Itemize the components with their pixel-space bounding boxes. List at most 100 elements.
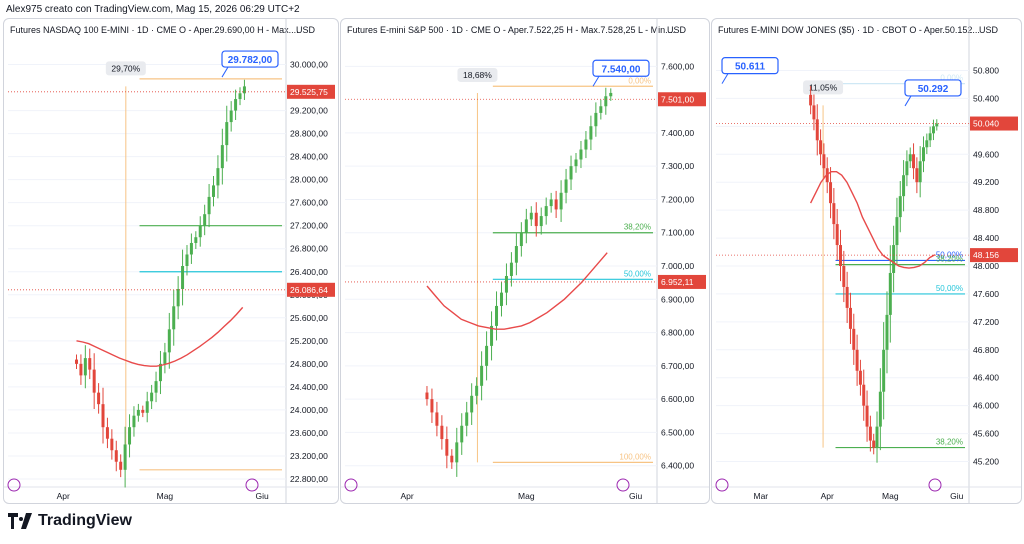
x-tick-label: Apr — [400, 491, 413, 501]
fib-level-label: 38,20% — [624, 223, 651, 232]
candle-body — [145, 401, 149, 413]
candle-body — [495, 305, 499, 326]
y-tick-label: 46.400 — [973, 373, 999, 383]
sp500-chart-panel[interactable]: Futures E-mini S&P 500 · 1D · CME O - Ap… — [340, 18, 710, 504]
candle-body — [141, 409, 145, 413]
candle-body — [132, 415, 136, 428]
candle-body — [848, 307, 852, 329]
candle-body — [75, 359, 78, 364]
y-tick-label: 6.900,00 — [661, 294, 694, 304]
y-tick-label: 48.400 — [973, 233, 999, 243]
replay-icon — [715, 478, 729, 492]
price-tag-box — [658, 92, 706, 107]
currency-label: USD — [979, 25, 999, 35]
candle-body — [915, 168, 919, 183]
candle-body — [455, 442, 459, 463]
y-tick-label: 49.600 — [973, 149, 999, 159]
price-callout-label: 29.782,00 — [228, 55, 273, 66]
candle-body — [114, 450, 118, 462]
candle-body — [119, 461, 123, 470]
candle-body — [445, 439, 449, 456]
y-tick-label: 50.800 — [973, 65, 999, 75]
candle-body — [862, 384, 866, 406]
y-tick-label: 25.600,00 — [290, 313, 328, 323]
price-tag-box — [287, 84, 335, 99]
price-tag-box — [970, 248, 1018, 263]
measure-label-box — [457, 67, 498, 82]
y-tick-label: 7.600,00 — [661, 61, 694, 71]
nasdaq-chart-panel[interactable]: Futures NASDAQ 100 E-MINI · 1D · CME O -… — [3, 18, 339, 504]
fib-level-label: 38,20% — [936, 255, 963, 264]
candle-body — [216, 168, 220, 186]
candle-body — [229, 110, 233, 123]
candle-body — [92, 369, 96, 393]
candle-body — [529, 212, 533, 220]
candle-body — [430, 399, 434, 413]
price-callout-2-pointer — [721, 73, 729, 84]
price-callout-box — [221, 50, 279, 68]
y-tick-label: 22.800,00 — [290, 474, 328, 484]
price-tag-label: 48.156 — [973, 250, 999, 260]
x-tick-label: Mar — [753, 491, 768, 501]
price-tag-label: 6.952,11 — [661, 277, 694, 287]
fib-level-label: 0,00% — [628, 76, 651, 85]
y-tick-label: 7.300,00 — [661, 161, 694, 171]
candle-body — [908, 154, 912, 162]
candle-body — [110, 438, 114, 451]
y-tick-label: 7.100,00 — [661, 228, 694, 238]
candle-body — [905, 161, 909, 176]
fib-level-label: 0,00% — [940, 74, 963, 83]
dowjones-chart-panel[interactable]: Futures E-MINI DOW JONES ($5) · 1D · CBO… — [711, 18, 1022, 504]
y-tick-label: 29.200,00 — [290, 106, 328, 116]
fib-level-label: 100,00% — [619, 452, 651, 461]
candle-body — [918, 161, 922, 183]
nasdaq-chart[interactable]: Futures NASDAQ 100 E-MINI · 1D · CME O -… — [4, 19, 338, 503]
candle-body — [101, 404, 105, 428]
candle-body — [609, 92, 613, 97]
fib-level-label: 38,20% — [936, 438, 963, 447]
candle-body — [569, 166, 573, 180]
sp500-chart[interactable]: Futures E-mini S&P 500 · 1D · CME O - Ap… — [341, 19, 709, 503]
candle-body — [885, 314, 889, 350]
candle-body — [839, 245, 842, 266]
chart-title: Futures E-mini S&P 500 · 1D · CME O - Ap… — [347, 25, 675, 35]
y-tick-label: 27.600,00 — [290, 198, 328, 208]
y-tick-label: 6.600,00 — [661, 394, 694, 404]
price-callout-box — [904, 79, 962, 97]
candle-body — [238, 93, 242, 100]
candle-body — [194, 237, 198, 243]
y-tick-label: 25.200,00 — [290, 336, 328, 346]
candle-body — [212, 185, 215, 197]
y-tick-label: 45.200 — [973, 457, 999, 467]
y-tick-label: 6.800,00 — [661, 328, 694, 338]
candle-body — [882, 349, 886, 392]
candle-body — [203, 214, 207, 226]
candle-body — [589, 126, 593, 140]
fib-level-label: 50,00% — [936, 284, 963, 293]
x-tick-label: Mag — [518, 491, 535, 501]
candle-body — [594, 112, 598, 127]
price-callout-pointer — [592, 76, 600, 87]
candle-body — [534, 212, 538, 227]
candle-body — [450, 455, 454, 463]
candle-body — [539, 216, 543, 227]
price-tag-label: 29.525,75 — [290, 87, 328, 97]
candle-body — [912, 154, 916, 169]
candle-body — [185, 254, 189, 266]
candle-body — [480, 365, 484, 386]
candle-body — [925, 140, 929, 148]
candle-body — [815, 119, 819, 141]
y-tick-label: 47.600 — [973, 289, 999, 299]
candle-body — [858, 370, 862, 385]
currency-label: USD — [667, 25, 687, 35]
price-tag-box — [287, 282, 335, 297]
candle-body — [928, 133, 932, 141]
candle-body — [242, 86, 246, 94]
candle-body — [888, 272, 892, 315]
candle-body — [842, 266, 846, 287]
footer-brand: TradingView — [8, 512, 132, 530]
dowjones-chart[interactable]: Futures E-MINI DOW JONES ($5) · 1D · CBO… — [712, 19, 1021, 503]
candle-body — [868, 426, 872, 441]
y-tick-label: 50.400 — [973, 93, 999, 103]
candle-body — [852, 328, 856, 350]
